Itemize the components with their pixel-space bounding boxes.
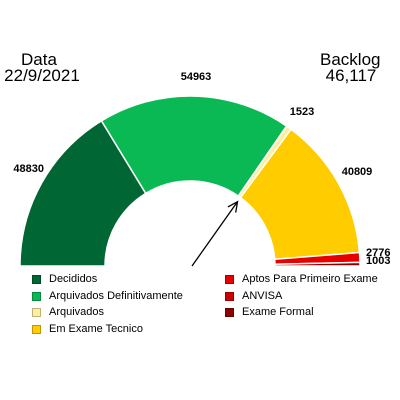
- legend-item: Exame Formal: [225, 306, 314, 318]
- gauge-segment-decididos: [19, 119, 147, 267]
- legend-swatch: [225, 291, 234, 301]
- value-label-em-exame-tecnico: 40809: [342, 166, 373, 178]
- legend-item: Arquivados Definitivamente: [32, 290, 183, 302]
- legend-swatch: [32, 307, 41, 317]
- legend-label: Em Exame Tecnico: [49, 323, 143, 335]
- value-label-aptos-para-primeiro-exame: 2776: [366, 247, 390, 259]
- gauge-segment-arquivados-definitivamente: [100, 95, 288, 198]
- value-label-exame-formal: 1003: [366, 255, 390, 267]
- legend-label: Decididos: [49, 273, 98, 285]
- legend-item: Em Exame Tecnico: [32, 323, 143, 335]
- legend-item: ANVISA: [225, 290, 282, 302]
- needle-line: [191, 201, 239, 267]
- needle-arrowhead: [227, 200, 239, 213]
- legend-swatch: [225, 274, 234, 284]
- legend-swatch: [32, 274, 41, 284]
- gauge-segment-exame-formal: [274, 261, 361, 267]
- backlog-value: 46,117: [325, 66, 377, 85]
- backlog-label: Backlog: [320, 50, 381, 69]
- legend-item: Aptos Para Primeiro Exame: [225, 273, 378, 285]
- data-label: Data: [21, 50, 57, 69]
- legend-item: Arquivados: [32, 306, 104, 318]
- legend-label: Exame Formal: [242, 306, 314, 318]
- legend-item: Decididos: [32, 273, 97, 285]
- legend-swatch: [32, 291, 41, 301]
- legend-label: Aptos Para Primeiro Exame: [242, 273, 378, 285]
- legend-label: Arquivados Definitivamente: [49, 290, 183, 302]
- legend-label: ANVISA: [242, 290, 283, 302]
- legend-swatch: [32, 324, 41, 334]
- value-label-arquivados: 1523: [290, 106, 314, 118]
- data-date: 22/9/2021: [4, 66, 80, 85]
- legend-label: Arquivados: [49, 306, 105, 318]
- value-label-arquivados-definitivamente: 54963: [181, 71, 212, 83]
- value-label-decididos: 48830: [13, 163, 44, 175]
- legend-swatch: [225, 307, 234, 317]
